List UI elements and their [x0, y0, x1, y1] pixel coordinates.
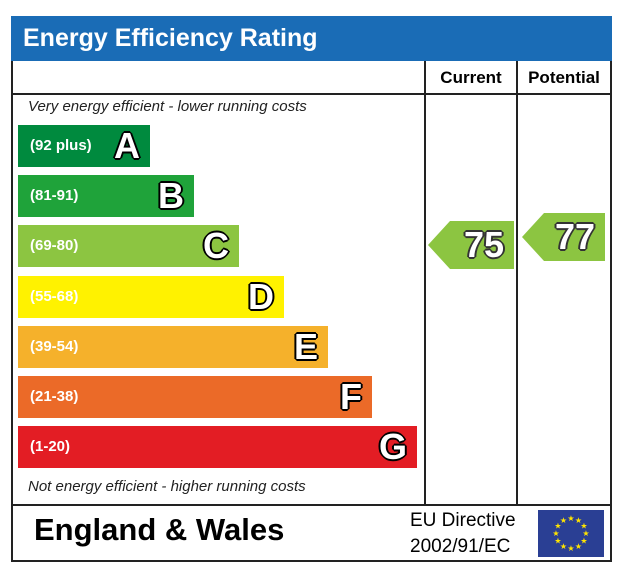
efficient-note: Very energy efficient - lower running co…	[28, 98, 307, 115]
band-b: (81-91) B	[18, 175, 194, 217]
potential-rating-arrow-value: 77	[554, 216, 595, 257]
frame-right	[610, 61, 612, 562]
footer-divider	[11, 504, 612, 506]
eu-flag-icon: ★ ★ ★ ★ ★ ★ ★ ★ ★ ★ ★ ★	[538, 510, 604, 557]
frame-bottom	[11, 560, 612, 562]
chart-title: Energy Efficiency Rating	[23, 24, 318, 52]
eu-star-icon: ★	[554, 537, 561, 546]
potential-rating-arrow: 77	[522, 213, 605, 261]
current-rating-arrow-value: 75	[463, 224, 504, 265]
band-e-range: (39-54)	[30, 338, 79, 355]
band-g-range: (1-20)	[30, 438, 71, 455]
inefficient-note: Not energy efficient - higher running co…	[28, 478, 306, 495]
band-c-range: (69-80)	[30, 237, 79, 254]
eu-star-icon: ★	[567, 514, 574, 523]
band-f: (21-38) F	[18, 376, 372, 418]
eu-star-icon: ★	[575, 542, 582, 551]
directive-line1: EU Directive	[410, 510, 516, 531]
header-bar	[11, 16, 612, 61]
eu-star-icon: ★	[554, 522, 561, 531]
current-column-header: Current	[440, 68, 502, 87]
eu-star-icon: ★	[560, 516, 567, 525]
band-c: (69-80) C	[18, 225, 239, 267]
band-a-letter: A	[114, 125, 140, 166]
region-label: England & Wales	[34, 512, 285, 547]
eu-star-icon: ★	[580, 537, 587, 546]
band-f-range: (21-38)	[30, 388, 79, 405]
band-e: (39-54) E	[18, 326, 328, 368]
band-b-range: (81-91)	[30, 187, 79, 204]
band-a-range: (92 plus)	[30, 137, 92, 154]
eu-star-icon: ★	[575, 516, 582, 525]
eu-star-icon: ★	[582, 529, 589, 538]
frame-left	[11, 61, 13, 562]
eu-star-icon: ★	[580, 522, 587, 531]
eu-star-icon: ★	[560, 542, 567, 551]
current-column-divider	[424, 61, 426, 506]
band-d-letter: D	[248, 276, 274, 317]
band-a: (92 plus) A	[18, 125, 150, 167]
eu-star-icon: ★	[552, 529, 559, 538]
column-header-divider	[11, 93, 612, 95]
band-g-letter: G	[378, 426, 407, 467]
potential-column-header: Potential	[528, 68, 600, 87]
band-c-letter: C	[203, 225, 229, 266]
band-d: (55-68) D	[18, 276, 284, 318]
eu-star-icon: ★	[567, 544, 574, 553]
current-rating-arrow-shape	[428, 221, 514, 269]
band-g: (1-20) G	[18, 426, 417, 468]
band-e-letter: E	[293, 326, 318, 367]
potential-rating-arrow-shape	[522, 213, 605, 261]
band-b-letter: B	[158, 175, 184, 216]
current-rating-arrow: 75	[428, 221, 514, 269]
band-d-range: (55-68)	[30, 288, 79, 305]
band-f-letter: F	[340, 376, 362, 417]
potential-column-divider	[516, 61, 518, 506]
directive-line2: 2002/91/EC	[410, 536, 511, 557]
